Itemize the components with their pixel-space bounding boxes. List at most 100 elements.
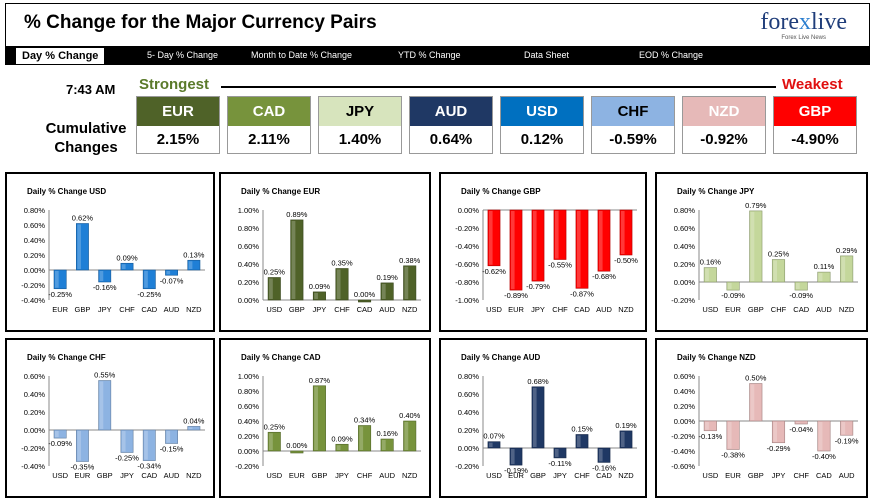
bar-highlight — [314, 292, 318, 299]
logo-text-2: live — [811, 9, 847, 35]
chart-panel-jpy: Daily % Change JPY 0.80% 0.60% 0.40% 0.20% 0.… — [655, 172, 868, 332]
bar-jpy — [120, 429, 134, 453]
y-tick-label: 0.60% — [674, 224, 696, 233]
x-tick-label: CAD — [574, 305, 590, 314]
data-label: 0.07% — [483, 432, 505, 441]
x-tick-label: EUR — [508, 305, 524, 314]
data-label: 0.79% — [745, 201, 767, 210]
bar-highlight — [144, 431, 148, 460]
data-label: 0.87% — [309, 376, 331, 385]
time-label: 7:43 AM — [66, 82, 116, 97]
x-tick-label: CHF — [357, 471, 373, 480]
logo-text-1: fore — [760, 9, 799, 35]
bar-nzd — [619, 209, 633, 256]
bar-nzd — [403, 265, 417, 301]
currency-code: CHF — [592, 97, 674, 126]
currency-value: 2.15% — [156, 131, 200, 148]
bar-highlight — [576, 211, 581, 288]
y-tick-label: -0.40% — [21, 462, 45, 471]
bar-usd — [267, 277, 281, 301]
data-label: -0.11% — [548, 459, 572, 468]
bar-highlight — [121, 264, 126, 269]
data-label: 0.16% — [377, 429, 399, 438]
cumulative-label-line1: Cumulative — [45, 120, 127, 137]
y-tick-label: 0.20% — [238, 278, 260, 287]
bar-highlight — [291, 220, 296, 299]
x-tick-label: CAD — [596, 471, 612, 480]
x-tick-label: CAD — [141, 305, 157, 314]
cumulative-label: Cumulative Changes — [36, 119, 136, 157]
x-tick-label: GBP — [530, 471, 546, 480]
data-label: 0.19% — [615, 421, 637, 430]
bar-highlight — [532, 387, 537, 447]
bar-gbp — [749, 383, 763, 422]
data-label: -0.16% — [93, 283, 117, 292]
bar-highlight — [55, 431, 59, 438]
bar-jpy — [531, 209, 545, 282]
data-label: 0.13% — [183, 250, 205, 259]
bar-highlight — [773, 422, 778, 442]
data-label: -0.09% — [721, 291, 745, 300]
data-label: 0.15% — [571, 425, 593, 434]
x-tick-label: USD — [486, 305, 502, 314]
data-label: -0.62% — [482, 267, 506, 276]
bar-jpy — [98, 269, 112, 283]
chart-title: Daily % Change EUR — [241, 187, 320, 196]
bar-jpy — [553, 447, 567, 459]
bar-chf — [771, 259, 786, 283]
data-label: 0.00% — [354, 290, 376, 299]
data-label: 0.09% — [116, 253, 138, 262]
x-tick-label: AUD — [816, 305, 832, 314]
data-label: 0.29% — [836, 246, 858, 255]
logo-text-x: x — [799, 9, 811, 35]
chart-svg-jpy: Daily % Change JPY 0.80% 0.60% 0.40% 0.20% 0.… — [671, 187, 858, 314]
x-tick-label: CHF — [771, 305, 787, 314]
x-tick-label: GBP — [748, 471, 764, 480]
chart-panel-nzd: Daily % Change NZD 0.60% 0.40% 0.20% 0.00% -0… — [655, 338, 868, 498]
x-tick-label: USD — [702, 471, 718, 480]
bar-highlight — [99, 381, 104, 429]
data-label: -0.87% — [570, 289, 594, 298]
data-label: -0.40% — [812, 452, 836, 461]
x-tick-label: GBP — [97, 471, 113, 480]
chart-svg-nzd: Daily % Change NZD0.60%0.40%0.20%0.00%-0… — [671, 353, 859, 480]
chart-svg-chf: Daily % Change CHF0.60%0.40%0.20%0.00%-0… — [21, 353, 205, 480]
data-label: 0.55% — [94, 371, 116, 380]
data-label: -0.15% — [160, 445, 184, 454]
chart-title: Daily % Change CHF — [27, 353, 106, 362]
nav-eod-change[interactable]: EOD % Change — [639, 50, 704, 60]
currency-box-jpy: JPY 1.40% — [318, 96, 402, 154]
x-tick-label: CAD — [793, 305, 809, 314]
nav-5day-change[interactable]: 5- Day % Change — [147, 50, 219, 60]
x-tick-label: GBP — [289, 305, 305, 314]
nav-ytd-change[interactable]: YTD % Change — [398, 50, 461, 60]
currency-code: USD — [501, 97, 583, 126]
currency-box-chf: CHF -0.59% — [591, 96, 675, 154]
bar-highlight — [705, 268, 709, 281]
bar-highlight — [620, 431, 625, 447]
y-tick-label: 0.20% — [674, 260, 696, 269]
y-tick-label: 0.40% — [674, 242, 696, 251]
y-tick-label: -0.20% — [671, 296, 695, 305]
y-tick-label: 0.80% — [238, 387, 260, 396]
bar-eur — [290, 450, 304, 454]
chart-panel-aud: Daily % Change AUD 0.80% 0.60% 0.40% 0.20% 0.… — [439, 338, 647, 498]
nav-mtd-change[interactable]: Month to Date % Change — [251, 50, 353, 60]
nav-bar: Day % Change 5- Day % Change Month to Da… — [6, 46, 869, 64]
nav-data-sheet[interactable]: Data Sheet — [524, 50, 570, 60]
currency-value: -0.59% — [609, 131, 657, 148]
data-label: -0.09% — [48, 439, 72, 448]
bar-highlight — [121, 431, 126, 452]
currency-code: NZD — [683, 97, 765, 126]
bar-highlight — [705, 422, 709, 430]
nav-day-change[interactable]: Day % Change — [16, 48, 105, 64]
x-tick-label: CAD — [816, 471, 832, 480]
bar-highlight — [359, 426, 364, 450]
bar-highlight — [336, 445, 341, 450]
page-title: % Change for the Major Currency Pairs — [24, 12, 377, 33]
y-tick-label: -0.20% — [455, 224, 479, 233]
bar-highlight — [488, 211, 493, 265]
x-tick-label: USD — [702, 305, 718, 314]
forexlive-logo[interactable]: forexlive Forex Live News — [760, 9, 847, 41]
bar-eur — [726, 281, 740, 291]
